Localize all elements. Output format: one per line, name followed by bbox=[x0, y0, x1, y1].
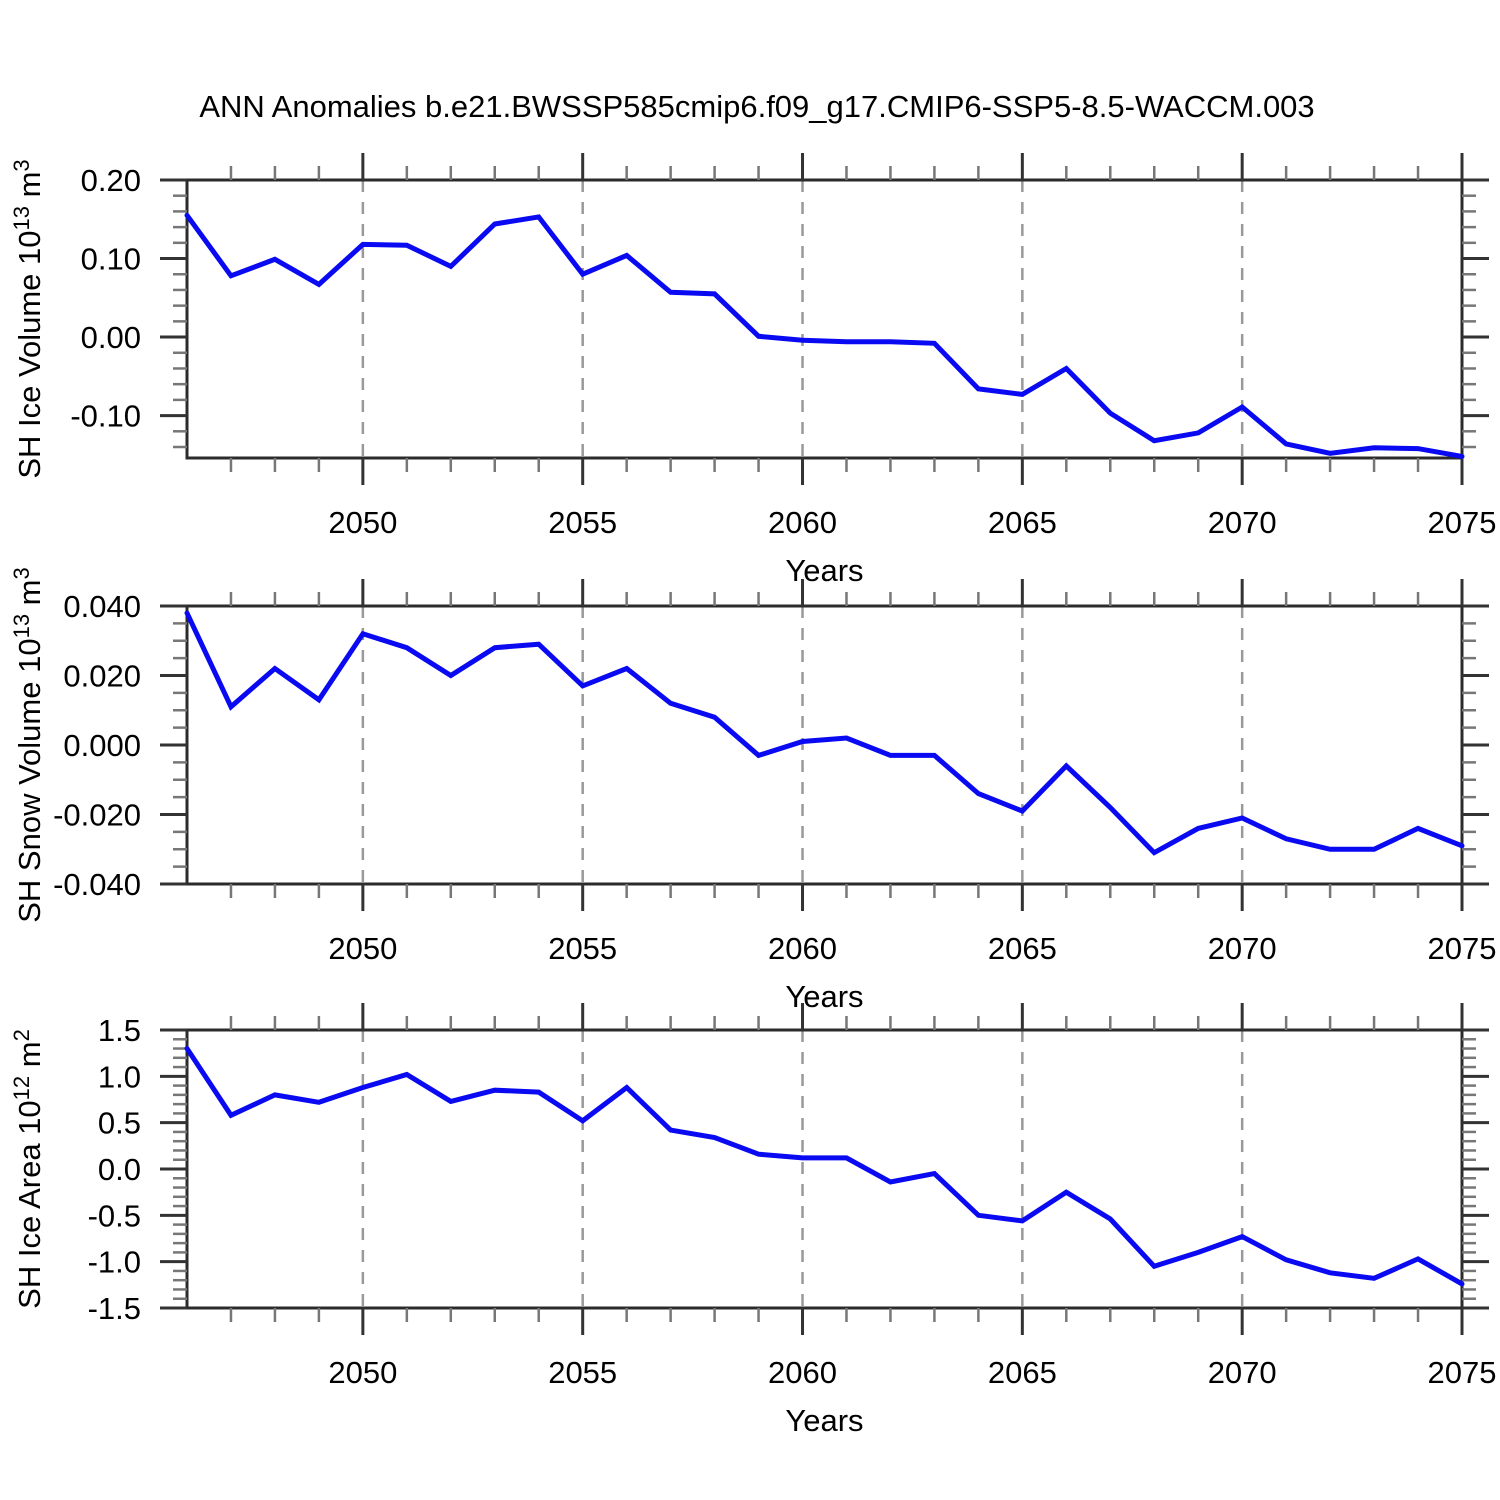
y-tick-label: 0.020 bbox=[63, 659, 141, 694]
axis-frame bbox=[185, 604, 1464, 886]
x-tick-label: 2060 bbox=[768, 505, 837, 540]
x-axis-title: Years bbox=[785, 979, 863, 1014]
x-tick-label: 2070 bbox=[1208, 1355, 1277, 1390]
y-axis-title-unit: m bbox=[12, 580, 47, 614]
x-tick-label: 2075 bbox=[1428, 1355, 1497, 1390]
y-tick-label: -0.040 bbox=[53, 867, 141, 902]
y-tick-label: 0.5 bbox=[98, 1106, 141, 1141]
panel-sh-ice-area: 2050 2055 2060 2065 2070 2075 1.5 1.0 0.5 0.0 -0.5… bbox=[9, 1003, 1496, 1438]
x-axis-title: Years bbox=[785, 553, 863, 588]
y-tick-label: 1.5 bbox=[98, 1013, 141, 1048]
y-axis-title-exponent: 13 bbox=[9, 206, 34, 230]
y-tick-label: 0.10 bbox=[81, 242, 141, 277]
x-tick-label: 2075 bbox=[1428, 505, 1497, 540]
y-axis-title-base: SH Ice Volume 10 bbox=[12, 231, 47, 479]
x-tick-label: 2070 bbox=[1208, 505, 1277, 540]
y-axis-title-unit-exponent: 3 bbox=[9, 567, 34, 579]
series-line bbox=[184, 610, 1465, 856]
y-tick-label: 0.0 bbox=[98, 1152, 141, 1187]
x-axis-title: Years bbox=[785, 1403, 863, 1438]
y-tick-label: 0.000 bbox=[63, 728, 141, 763]
y-axis-title-unit: m bbox=[12, 1041, 47, 1075]
y-tick-label: -1.0 bbox=[88, 1245, 141, 1280]
y-tick-label: -1.5 bbox=[88, 1291, 141, 1326]
y-axis-title: SH Ice Volume 1013 m3 bbox=[9, 159, 47, 478]
x-tick-label: 2060 bbox=[768, 1355, 837, 1390]
x-tick-label: 2065 bbox=[988, 1355, 1057, 1390]
x-tick-label: 2060 bbox=[768, 931, 837, 966]
y-tick-label: 1.0 bbox=[98, 1059, 141, 1094]
x-tick-label: 2055 bbox=[548, 505, 617, 540]
y-axis-title-unit: m bbox=[12, 172, 47, 206]
y-axis-title: SH Snow Volume 1013 m3 bbox=[9, 567, 47, 923]
y-axis-title-unit-exponent: 3 bbox=[9, 159, 34, 171]
x-tick-label: 2070 bbox=[1208, 931, 1277, 966]
x-tick-label: 2065 bbox=[988, 931, 1057, 966]
panel-sh-ice-volume: 2050 2055 2060 2065 2070 2075 0.20 0.10 0.00 -0.1… bbox=[9, 153, 1496, 588]
series-line bbox=[184, 212, 1465, 459]
y-axis-title-exponent: 12 bbox=[9, 1076, 34, 1100]
panel-sh-snow-volume: 2050 2055 2060 2065 2070 2075 0.040 0.020 0.000 -… bbox=[9, 567, 1496, 1014]
x-tick-label: 2075 bbox=[1428, 931, 1497, 966]
y-axis-title-base: SH Snow Volume 10 bbox=[12, 638, 47, 922]
axis-frame bbox=[185, 178, 1464, 460]
series-line bbox=[184, 1046, 1465, 1287]
x-tick-label: 2050 bbox=[328, 931, 397, 966]
chart-title: ANN Anomalies b.e21.BWSSP585cmip6.f09_g1… bbox=[199, 89, 1314, 124]
y-tick-label: -0.020 bbox=[53, 798, 141, 833]
y-axis-title-base: SH Ice Area 10 bbox=[12, 1100, 47, 1309]
y-tick-label: 0.20 bbox=[81, 163, 141, 198]
y-axis-title-unit-exponent: 2 bbox=[9, 1029, 34, 1041]
y-tick-label: -0.10 bbox=[70, 399, 141, 434]
x-tick-label: 2055 bbox=[548, 931, 617, 966]
y-axis-title-exponent: 13 bbox=[9, 614, 34, 638]
x-tick-label: 2065 bbox=[988, 505, 1057, 540]
y-axis-title: SH Ice Area 1012 m2 bbox=[9, 1029, 47, 1309]
y-tick-label: 0.00 bbox=[81, 320, 141, 355]
x-tick-label: 2050 bbox=[328, 1355, 397, 1390]
x-tick-label: 2055 bbox=[548, 1355, 617, 1390]
y-tick-label: 0.040 bbox=[63, 589, 141, 624]
y-tick-label: -0.5 bbox=[88, 1198, 141, 1233]
axis-frame bbox=[185, 1028, 1464, 1310]
x-tick-label: 2050 bbox=[328, 505, 397, 540]
